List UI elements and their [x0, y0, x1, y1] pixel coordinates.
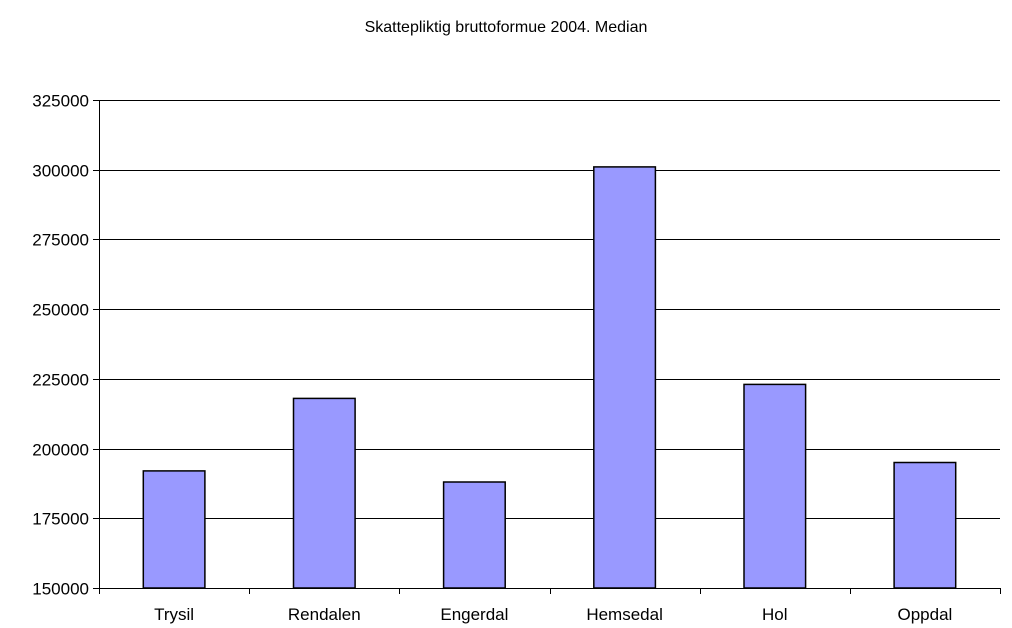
- chart-title: Skattepliktig bruttoformue 2004. Median: [364, 19, 648, 36]
- x-tick-label: Engerdal: [440, 605, 508, 624]
- axes: [99, 100, 1001, 594]
- bar-rendalen: [292, 397, 356, 589]
- bars: [142, 166, 957, 589]
- gridlines: [93, 100, 1000, 589]
- bar-engerdal: [442, 481, 506, 589]
- y-tick-label: 225000: [32, 371, 89, 390]
- bar-hol: [743, 383, 807, 589]
- y-tick-label: 300000: [32, 162, 89, 181]
- y-tick-labels: 150000 175000 200000 225000 250000 275000 3000…: [32, 92, 89, 599]
- bar-trysil: [142, 470, 206, 589]
- y-tick-label: 325000: [32, 92, 89, 111]
- y-tick-label: 250000: [32, 301, 89, 320]
- bar-hemsedal: [593, 166, 657, 589]
- y-tick-label: 175000: [32, 510, 89, 529]
- x-tick-labels: Trysil Rendalen Engerdal Hemsedal Hol Oppdal: [154, 605, 952, 624]
- x-tick-label: Trysil: [154, 605, 194, 624]
- bar-oppdal: [893, 461, 957, 589]
- y-tick-label: 275000: [32, 231, 89, 250]
- x-tick-label: Hemsedal: [586, 605, 663, 624]
- x-tick-label: Rendalen: [288, 605, 361, 624]
- x-tick-label: Hol: [762, 605, 788, 624]
- y-tick-label: 150000: [32, 580, 89, 599]
- x-tick-label: Oppdal: [897, 605, 952, 624]
- y-tick-label: 200000: [32, 441, 89, 460]
